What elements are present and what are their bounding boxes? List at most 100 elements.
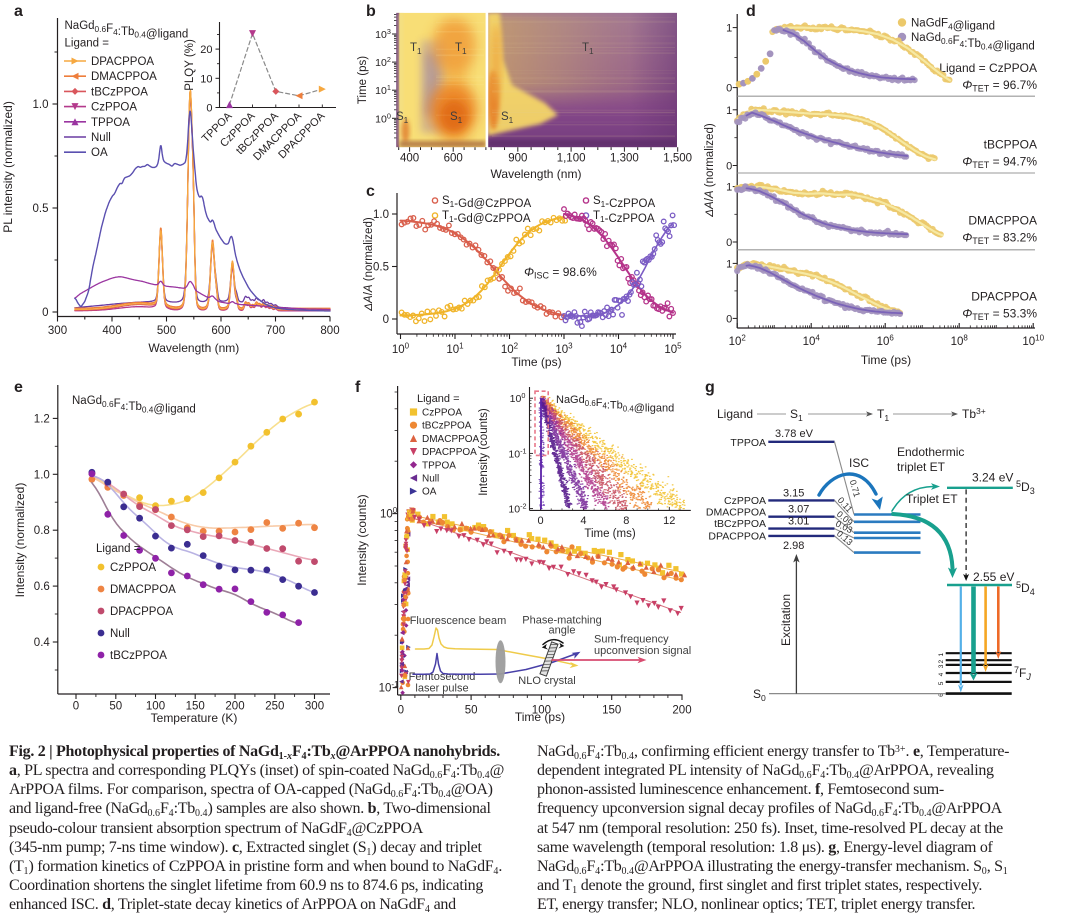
svg-text:Null: Null xyxy=(91,132,111,144)
svg-text:0: 0 xyxy=(726,237,732,249)
svg-text:0: 0 xyxy=(726,83,732,95)
svg-text:105: 105 xyxy=(664,342,682,356)
svg-text:b: b xyxy=(366,3,376,20)
svg-text:0.4: 0.4 xyxy=(34,637,51,649)
svg-text:Endothermic: Endothermic xyxy=(897,445,964,459)
svg-text:triplet ET: triplet ET xyxy=(897,460,946,474)
svg-text:NaGd0.6F4:Tb0.4@ligand: NaGd0.6F4:Tb0.4@ligand xyxy=(911,32,1035,53)
svg-text:S1: S1 xyxy=(790,407,803,423)
svg-text:0.6: 0.6 xyxy=(34,581,50,593)
svg-text:6: 6 xyxy=(938,693,945,697)
svg-text:c: c xyxy=(366,183,375,200)
svg-text:ΦTET = 53.3%: ΦTET = 53.3% xyxy=(962,307,1037,323)
svg-text:S1: S1 xyxy=(396,111,409,125)
svg-text:T1: T1 xyxy=(877,407,889,423)
svg-text:laser pulse: laser pulse xyxy=(415,683,468,695)
svg-text:10-1: 10-1 xyxy=(379,680,399,694)
svg-text:OA: OA xyxy=(91,147,108,159)
svg-text:DPACPPOA: DPACPPOA xyxy=(971,290,1037,304)
svg-text:20: 20 xyxy=(200,44,212,56)
svg-text:2: 2 xyxy=(938,660,945,664)
svg-text:102: 102 xyxy=(729,334,747,348)
svg-text:100: 100 xyxy=(392,342,410,356)
svg-text:DMACPPOA: DMACPPOA xyxy=(706,507,766,519)
svg-text:1: 1 xyxy=(726,105,732,117)
svg-text:102: 102 xyxy=(501,342,519,356)
svg-text:100: 100 xyxy=(375,111,391,125)
svg-text:1,500: 1,500 xyxy=(663,153,692,165)
svg-text:Triplet ET: Triplet ET xyxy=(906,492,958,506)
svg-text:2.98: 2.98 xyxy=(783,540,804,552)
svg-text:T1: T1 xyxy=(455,42,467,56)
svg-text:3.07: 3.07 xyxy=(788,504,809,516)
svg-text:S0: S0 xyxy=(753,687,766,703)
svg-text:100: 100 xyxy=(380,506,398,520)
svg-text:ΦTET = 94.7%: ΦTET = 94.7% xyxy=(962,155,1037,171)
svg-text:upconversion signal: upconversion signal xyxy=(594,645,691,657)
svg-text:10-1: 10-1 xyxy=(508,446,526,460)
svg-text:104: 104 xyxy=(803,334,821,348)
svg-text:CzPPOA: CzPPOA xyxy=(422,408,462,419)
svg-text:tBCPPOA: tBCPPOA xyxy=(984,138,1037,152)
svg-text:102: 102 xyxy=(375,55,391,69)
svg-text:200: 200 xyxy=(225,701,244,713)
svg-text:S1: S1 xyxy=(501,111,514,125)
svg-text:tBCzPPOA: tBCzPPOA xyxy=(91,86,148,98)
svg-text:5D3: 5D3 xyxy=(1016,479,1035,496)
svg-text:101: 101 xyxy=(446,342,464,356)
svg-text:100: 100 xyxy=(146,701,165,713)
svg-text:d: d xyxy=(746,3,756,20)
svg-text:5: 5 xyxy=(938,681,945,685)
svg-text:ISC: ISC xyxy=(849,456,869,470)
svg-text:100: 100 xyxy=(532,705,551,717)
svg-text:Time (ps): Time (ps) xyxy=(515,710,565,724)
svg-text:104: 104 xyxy=(610,342,628,356)
svg-text:NaGd0.6F4:Tb0.4@ligand: NaGd0.6F4:Tb0.4@ligand xyxy=(72,395,196,416)
svg-text:Wavelength (nm): Wavelength (nm) xyxy=(491,167,582,181)
svg-text:500: 500 xyxy=(157,325,176,337)
svg-text:Ligand = CzPPOA: Ligand = CzPPOA xyxy=(939,61,1037,75)
svg-text:S1-CzPPOA: S1-CzPPOA xyxy=(593,195,655,210)
svg-text:600: 600 xyxy=(211,325,230,337)
svg-text:3.24 eV: 3.24 eV xyxy=(972,471,1013,485)
svg-text:4: 4 xyxy=(938,672,945,676)
svg-text:Time (ms): Time (ms) xyxy=(584,528,635,540)
svg-text:DMACPPOA: DMACPPOA xyxy=(110,584,176,596)
svg-text:200: 200 xyxy=(672,705,691,717)
svg-text:Sum-frequency: Sum-frequency xyxy=(594,634,669,646)
svg-text:2.55 eV: 2.55 eV xyxy=(973,570,1014,584)
svg-text:T1: T1 xyxy=(410,42,422,56)
svg-text:3.15: 3.15 xyxy=(783,488,804,500)
svg-text:50: 50 xyxy=(109,701,122,713)
svg-text:400: 400 xyxy=(102,325,121,337)
svg-text:TPPOA: TPPOA xyxy=(422,460,456,471)
svg-text:400: 400 xyxy=(400,153,419,165)
svg-text:0: 0 xyxy=(383,314,389,326)
svg-text:T1: T1 xyxy=(582,42,594,56)
svg-text:DPACPPOA: DPACPPOA xyxy=(708,531,766,543)
svg-text:CzPPOA: CzPPOA xyxy=(91,102,137,114)
svg-text:1010: 1010 xyxy=(1022,334,1044,348)
svg-text:Intensity (counts): Intensity (counts) xyxy=(478,408,490,496)
svg-text:600: 600 xyxy=(444,153,463,165)
svg-text:OA: OA xyxy=(422,487,437,498)
svg-text:4: 4 xyxy=(580,515,586,527)
svg-text:300: 300 xyxy=(48,325,67,337)
svg-text:5D4: 5D4 xyxy=(1016,580,1035,597)
svg-text:TPPOA: TPPOA xyxy=(730,437,766,449)
svg-text:8: 8 xyxy=(623,515,629,527)
svg-text:PL intensity (normalized): PL intensity (normalized) xyxy=(1,101,15,233)
svg-text:Tb3+: Tb3+ xyxy=(962,406,986,421)
svg-text:Intensity (normalized): Intensity (normalized) xyxy=(13,483,27,598)
svg-text:3.01: 3.01 xyxy=(788,516,809,528)
svg-text:12: 12 xyxy=(663,515,675,527)
svg-text:Ligand =: Ligand = xyxy=(65,38,110,50)
svg-text:tBCzPPOA: tBCzPPOA xyxy=(110,650,167,662)
svg-text:0.5: 0.5 xyxy=(33,203,49,215)
svg-text:0: 0 xyxy=(537,515,543,527)
svg-text:0.71: 0.71 xyxy=(848,479,862,499)
svg-text:108: 108 xyxy=(951,334,969,348)
svg-text:DMACPPOA: DMACPPOA xyxy=(968,214,1037,228)
svg-text:1: 1 xyxy=(938,653,945,657)
svg-text:CzPPOA: CzPPOA xyxy=(110,562,156,574)
